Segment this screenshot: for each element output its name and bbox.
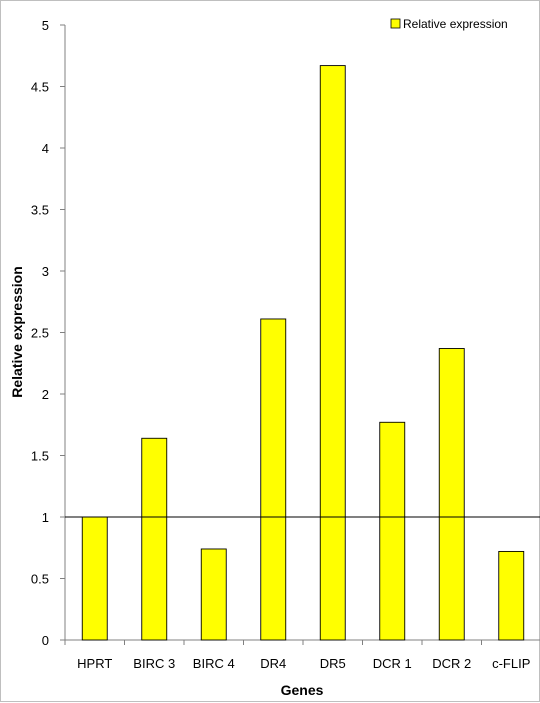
y-tick-label: 2.5 (31, 326, 49, 341)
bar-dcr-2 (438, 348, 465, 641)
x-tick-label: DCR 1 (373, 656, 412, 671)
bars (81, 65, 525, 641)
y-tick-label: 0 (42, 633, 49, 648)
x-tick-label: HPRT (77, 656, 112, 671)
y-tick-label: 0.5 (31, 572, 49, 587)
legend-label: Relative expression (403, 17, 508, 31)
bar-dr4 (260, 318, 287, 641)
x-tick-label: c-FLIP (492, 656, 530, 671)
x-axis-title: Genes (281, 682, 324, 698)
x-tick-label: BIRC 4 (193, 656, 235, 671)
x-tick-label: DR4 (260, 656, 286, 671)
x-axis: HPRT BIRC 3 BIRC 4 DR4 DR5 DCR 1 DCR 2 c-FLIP (64, 639, 540, 671)
y-tick-label: 3.5 (31, 203, 49, 218)
bar-dr5 (319, 65, 346, 641)
bar-c-flip (498, 550, 525, 641)
y-tick-label: 2 (42, 387, 49, 402)
y-tick-label: 5 (42, 18, 49, 33)
x-tick-label: BIRC 3 (133, 656, 175, 671)
y-tick-label: 1 (42, 510, 49, 525)
y-tick-label: 3 (42, 264, 49, 279)
y-tick-label: 4 (42, 141, 49, 156)
bar-hprt (81, 516, 108, 641)
x-tick-label: DR5 (320, 656, 346, 671)
y-tick-label: 1.5 (31, 449, 49, 464)
y-tick-label: 4.5 (31, 80, 49, 95)
legend-swatch (390, 18, 401, 29)
bar-birc-4 (200, 548, 227, 641)
y-axis: 0 0.5 1 1.5 2 2.5 3 3.5 4 4.5 5 (31, 18, 66, 648)
y-axis-title: Relative expression (9, 266, 25, 398)
bar-dcr-1 (379, 421, 406, 641)
x-tick-label: DCR 2 (432, 656, 471, 671)
legend: Relative expression (390, 17, 508, 31)
bar-birc-3 (141, 437, 168, 641)
